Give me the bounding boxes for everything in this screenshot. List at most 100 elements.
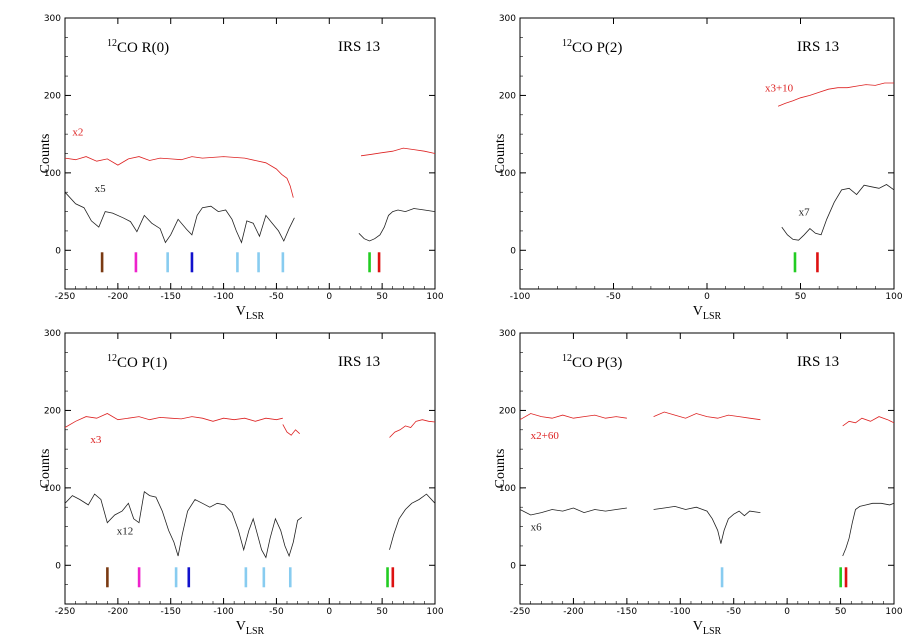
y-tick-label: 100 xyxy=(44,484,61,494)
velocity-marker xyxy=(720,567,724,588)
x-tick-label: 100 xyxy=(426,607,443,617)
y-tick-label: 0 xyxy=(55,561,61,571)
x-tick-label: -50 xyxy=(269,607,284,617)
series-co-p1-1-line xyxy=(389,493,436,550)
y-tick-label: 200 xyxy=(44,91,61,101)
y-tick-label: 0 xyxy=(55,246,61,256)
velocity-marker xyxy=(262,567,266,588)
x-tick-label: -100 xyxy=(670,607,691,617)
velocity-marker xyxy=(391,567,395,588)
x-tick-label: -200 xyxy=(563,607,584,617)
series-co-p1-0-line xyxy=(282,424,300,436)
x-tick-label: 100 xyxy=(885,607,902,617)
velocity-marker xyxy=(187,567,191,588)
velocity-marker xyxy=(244,567,248,588)
y-tick-label: 100 xyxy=(499,169,516,179)
x-tick-label: -50 xyxy=(726,607,741,617)
x-tick-label: 50 xyxy=(376,292,388,302)
scale-annotation: x2+60 xyxy=(531,430,560,442)
scale-annotation: x2 xyxy=(72,127,83,139)
x-tick-label: -150 xyxy=(160,607,181,617)
series-co-r0-1-line xyxy=(358,208,436,242)
series-co-p3-1-line xyxy=(519,507,627,516)
x-axis-label-main: V xyxy=(693,619,703,634)
y-tick-label: 300 xyxy=(499,14,516,24)
series-co-p1-1-line xyxy=(64,490,303,559)
velocity-marker xyxy=(134,252,138,273)
y-tick-label: 300 xyxy=(44,14,61,24)
x-axis-label-main: V xyxy=(236,304,246,319)
scale-annotation: x5 xyxy=(95,183,107,195)
series-co-p1-0-line xyxy=(64,413,283,428)
scale-annotation: x6 xyxy=(531,521,543,533)
x-axis-label: VLSR xyxy=(236,304,265,322)
x-tick-label: 0 xyxy=(326,607,332,617)
panel-co-p2: -100 -50 0 50 100 0 100 200 300 VLSR Counts 12CO P(… xyxy=(493,14,903,322)
panel-title: 12CO P(2) xyxy=(562,38,622,56)
panel-title: 12CO P(3) xyxy=(562,353,622,371)
x-axis-label-main: V xyxy=(236,619,246,634)
velocity-marker xyxy=(377,252,381,273)
x-axis-label: VLSR xyxy=(693,304,722,322)
x-axis-label-sub: LSR xyxy=(246,311,265,322)
y-tick-label: 0 xyxy=(510,561,516,571)
panel-co-p1: -250 -200 -150 -100 -50 0 50 100 0 100 200 300 VLSR C… xyxy=(38,329,444,636)
series-co-p2-1-line xyxy=(781,184,895,241)
title-isotope: 12 xyxy=(107,38,117,49)
panel-title: 12CO R(0) xyxy=(107,38,169,56)
scale-annotation: x12 xyxy=(117,525,134,537)
x-axis-label-sub: LSR xyxy=(703,626,722,636)
panel-title: 12CO P(1) xyxy=(107,353,167,371)
x-tick-label: -50 xyxy=(606,292,621,302)
velocity-marker xyxy=(816,252,819,273)
velocity-marker xyxy=(257,252,260,273)
velocity-marker xyxy=(288,567,292,588)
x-tick-label: 50 xyxy=(795,292,807,302)
y-axis-label: Counts xyxy=(493,449,508,489)
series-co-p3-1-line xyxy=(653,505,761,544)
panel-co-r0: -250 -200 -150 -100 -50 0 50 100 0 100 200 300 VLSR C… xyxy=(38,14,444,322)
plot-frame xyxy=(519,332,895,605)
x-axis-label: VLSR xyxy=(236,619,265,636)
x-tick-label: 0 xyxy=(326,292,332,302)
y-tick-label: 200 xyxy=(499,406,516,416)
scale-annotation: x3 xyxy=(90,434,102,446)
y-tick-label: 100 xyxy=(499,484,516,494)
series-co-p3-0-line xyxy=(653,411,761,421)
velocity-marker xyxy=(844,567,848,588)
series-co-p3-0-line xyxy=(842,416,895,427)
y-tick-label: 200 xyxy=(499,91,516,101)
panel-co-p3: -250 -200 -150 -100 -50 0 50 100 0 100 200 300 VLSR C… xyxy=(493,329,903,636)
velocity-marker xyxy=(174,567,178,588)
y-tick-label: 300 xyxy=(44,329,61,339)
x-tick-label: -100 xyxy=(213,292,234,302)
x-axis-label: VLSR xyxy=(693,619,722,636)
x-tick-label: -100 xyxy=(510,292,531,302)
series-co-r0-0-line xyxy=(64,156,294,198)
title-isotope: 12 xyxy=(107,353,117,364)
x-tick-label: -200 xyxy=(108,607,129,617)
y-axis-label: Counts xyxy=(493,134,508,174)
x-tick-label: 0 xyxy=(784,607,790,617)
y-axis-label: Counts xyxy=(38,134,53,174)
velocity-marker xyxy=(368,252,371,273)
x-axis-label-main: V xyxy=(693,304,703,319)
source-label: IRS 13 xyxy=(338,354,380,370)
series-co-p3-1-line xyxy=(842,502,895,557)
velocity-marker xyxy=(166,252,169,273)
title-transition: CO R(0) xyxy=(117,40,169,56)
x-axis-label-sub: LSR xyxy=(703,311,722,322)
source-label: IRS 13 xyxy=(338,39,380,55)
velocity-marker xyxy=(190,252,194,273)
title-isotope: 12 xyxy=(562,353,572,364)
series-co-p3-0-line xyxy=(519,413,627,421)
scale-annotation: x3+10 xyxy=(765,83,794,95)
plot-frame xyxy=(64,332,436,605)
x-tick-label: 100 xyxy=(885,292,902,302)
x-tick-label: -150 xyxy=(617,607,638,617)
velocity-marker xyxy=(100,252,104,273)
velocity-marker xyxy=(839,567,842,588)
velocity-marker xyxy=(793,252,797,273)
x-tick-label: 50 xyxy=(376,607,388,617)
x-tick-label: -250 xyxy=(55,292,76,302)
